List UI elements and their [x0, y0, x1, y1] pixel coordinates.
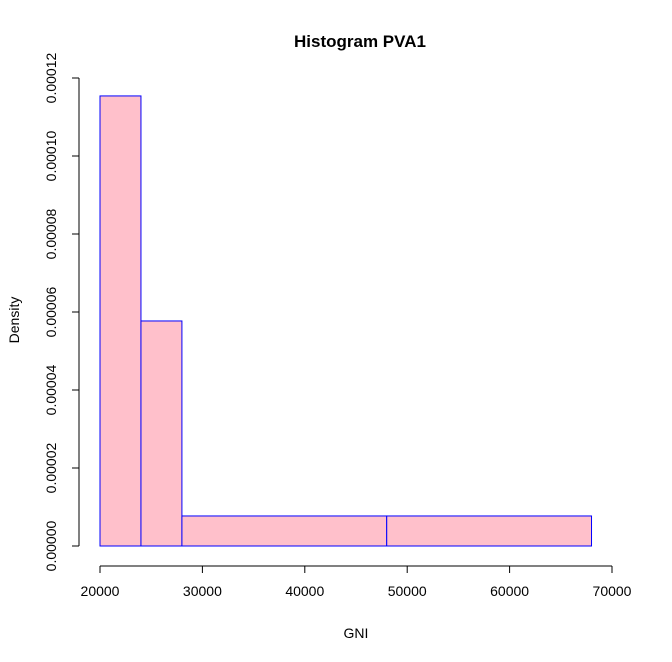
- histogram-bar-0: [99, 95, 142, 547]
- y-tick-label: 0.00002: [43, 442, 59, 493]
- y-axis-title: Density: [6, 297, 22, 344]
- y-tick-label: 0.00006: [43, 286, 59, 337]
- x-tick-label: 60000: [490, 583, 529, 599]
- x-tick-label: 70000: [593, 583, 632, 599]
- x-tick-label: 50000: [388, 583, 427, 599]
- y-axis: 0.00000 0.00002 0.00004 0.00006 0.00008 0.000…: [43, 52, 80, 571]
- y-tick-label: 0.00008: [43, 208, 59, 259]
- bars-group: [99, 95, 593, 547]
- x-tick-label: 40000: [285, 583, 324, 599]
- y-tick-label: 0.00010: [43, 130, 59, 181]
- chart-title: Histogram PVA1: [294, 32, 426, 51]
- x-axis-title: GNI: [344, 625, 369, 641]
- histogram-bar-1: [140, 320, 183, 547]
- y-tick-label: 0.00012: [43, 52, 59, 103]
- x-tick-label: 20000: [81, 583, 120, 599]
- y-tick-label: 0.00004: [43, 364, 59, 415]
- histogram-bar-2: [181, 515, 388, 547]
- x-axis: 20000 30000 40000 50000 60000 70000: [81, 565, 632, 599]
- histogram-bar-3: [386, 515, 593, 547]
- y-tick-label: 0.00000: [43, 520, 59, 571]
- x-tick-label: 30000: [183, 583, 222, 599]
